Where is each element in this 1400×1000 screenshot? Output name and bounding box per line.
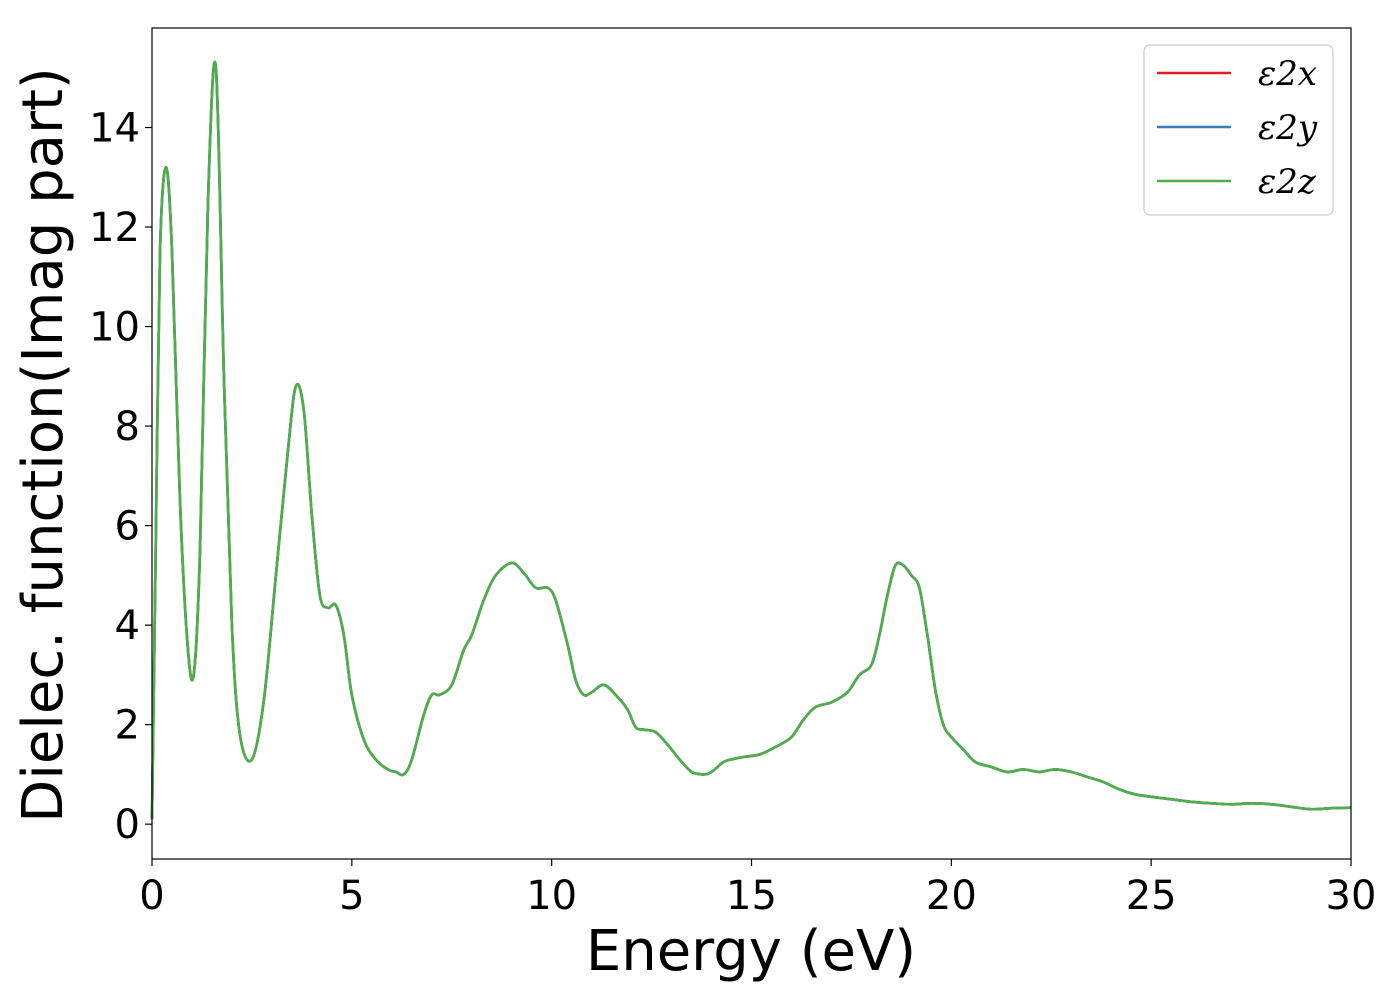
x-tick-label: 5 bbox=[339, 873, 364, 919]
y-tick-label: 10 bbox=[89, 305, 140, 351]
x-tick-label: 20 bbox=[926, 873, 977, 919]
y-tick-label: 2 bbox=[115, 703, 140, 749]
y-tick-label: 14 bbox=[89, 106, 140, 152]
legend-label-ε2x: ε2x bbox=[1258, 54, 1317, 94]
y-axis-ticks: 0 2 4 6 8 10 12 14 bbox=[89, 106, 152, 848]
x-axis-title: Energy (eV) bbox=[586, 919, 916, 984]
series-line-ε2z bbox=[150, 60, 1352, 820]
x-tick-label: 10 bbox=[526, 873, 577, 919]
y-tick-label: 12 bbox=[89, 205, 140, 251]
x-tick-label: 15 bbox=[726, 873, 777, 919]
x-axis-ticks: 0 5 10 15 20 25 30 bbox=[139, 859, 1376, 919]
legend: ε2x ε2y ε2z bbox=[1143, 44, 1334, 216]
y-tick-label: 8 bbox=[115, 404, 140, 450]
y-tick-label: 0 bbox=[115, 802, 140, 848]
y-axis-title: Dielec. function(Imag part) bbox=[11, 67, 76, 823]
legend-box bbox=[1143, 44, 1334, 216]
y-tick-label: 6 bbox=[115, 504, 140, 550]
y-tick-label: 4 bbox=[115, 603, 140, 649]
x-tick-label: 30 bbox=[1326, 873, 1377, 919]
legend-label-ε2z: ε2z bbox=[1258, 162, 1317, 202]
x-tick-label: 25 bbox=[1126, 873, 1177, 919]
legend-label-ε2y: ε2y bbox=[1258, 108, 1318, 148]
x-tick-label: 0 bbox=[139, 873, 164, 919]
